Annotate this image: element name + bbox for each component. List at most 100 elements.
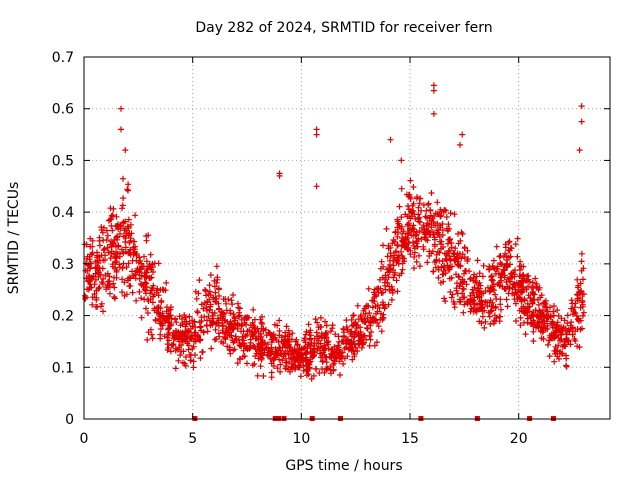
data-point	[363, 336, 370, 343]
data-point	[165, 337, 172, 344]
data-point	[189, 323, 196, 330]
data-point	[89, 301, 96, 308]
data-point	[493, 243, 500, 250]
data-point	[398, 157, 405, 164]
data-point	[358, 344, 365, 351]
data-point	[329, 325, 336, 332]
data-point	[555, 329, 561, 336]
data-point	[83, 241, 90, 248]
data-point	[380, 242, 386, 249]
data-point	[311, 340, 318, 346]
data-point	[345, 346, 352, 353]
data-point	[243, 345, 249, 352]
data-point	[122, 218, 129, 225]
data-point	[181, 319, 188, 325]
data-point	[544, 308, 551, 315]
data-point	[554, 307, 561, 314]
data-point	[206, 296, 213, 303]
data-point	[104, 232, 111, 239]
data-point	[126, 239, 133, 246]
data-point	[537, 313, 544, 320]
data-point	[327, 367, 334, 374]
data-point	[152, 317, 159, 324]
data-point	[393, 248, 399, 255]
data-point	[302, 350, 309, 357]
data-point	[368, 329, 375, 335]
data-point	[266, 352, 273, 359]
data-point	[439, 258, 446, 265]
data-point	[340, 325, 347, 332]
data-point	[104, 244, 111, 251]
data-point	[489, 299, 496, 306]
data-point	[125, 181, 132, 188]
data-point	[378, 258, 385, 265]
data-point	[328, 346, 335, 353]
grid-lines	[84, 57, 610, 419]
data-point	[158, 320, 165, 327]
data-point	[366, 332, 373, 339]
data-point	[503, 262, 510, 269]
data-point	[461, 301, 468, 308]
data-point	[323, 359, 330, 366]
data-point	[271, 350, 278, 357]
data-point	[382, 276, 389, 283]
data-point	[107, 216, 114, 223]
data-point	[414, 243, 421, 250]
data-point	[312, 316, 319, 323]
data-point	[442, 298, 449, 305]
data-point	[394, 218, 401, 225]
data-point	[341, 329, 347, 336]
data-point	[346, 340, 353, 347]
data-point	[312, 365, 319, 372]
data-point	[93, 296, 100, 303]
data-point	[236, 312, 243, 319]
data-point	[530, 317, 537, 324]
data-point	[355, 329, 362, 336]
data-point	[113, 258, 120, 265]
data-point	[282, 329, 289, 336]
data-point	[123, 264, 130, 271]
data-point	[461, 270, 467, 277]
data-point	[549, 321, 556, 328]
data-point	[410, 222, 417, 229]
data-point	[372, 303, 379, 310]
data-point	[481, 324, 488, 331]
data-point	[100, 247, 107, 254]
data-point	[254, 325, 261, 332]
data-point	[565, 326, 572, 333]
data-point	[120, 175, 126, 182]
data-point	[446, 275, 453, 282]
data-point	[145, 329, 152, 336]
data-point	[223, 300, 230, 307]
data-point	[402, 211, 409, 218]
data-point	[92, 276, 99, 283]
data-point	[177, 322, 184, 329]
data-point	[580, 276, 586, 283]
data-point	[109, 261, 116, 268]
data-point	[307, 343, 313, 350]
data-point	[190, 364, 197, 371]
data-point	[102, 256, 108, 263]
data-point	[108, 248, 115, 255]
data-point	[229, 323, 236, 329]
data-point	[225, 296, 232, 303]
data-point	[136, 269, 143, 276]
data-point	[458, 229, 465, 236]
data-point	[579, 312, 586, 319]
data-point	[294, 341, 301, 348]
data-point	[395, 229, 402, 236]
data-point	[276, 317, 283, 324]
data-point	[274, 352, 281, 359]
data-point	[358, 316, 365, 323]
data-point	[107, 255, 114, 262]
data-point	[109, 212, 116, 219]
data-point	[131, 238, 138, 245]
data-point	[175, 357, 182, 364]
data-point	[427, 207, 434, 214]
data-point	[478, 320, 485, 327]
data-point	[99, 229, 106, 236]
data-point	[211, 283, 218, 290]
data-point	[438, 263, 445, 270]
data-point	[561, 317, 568, 324]
data-point	[437, 224, 444, 231]
